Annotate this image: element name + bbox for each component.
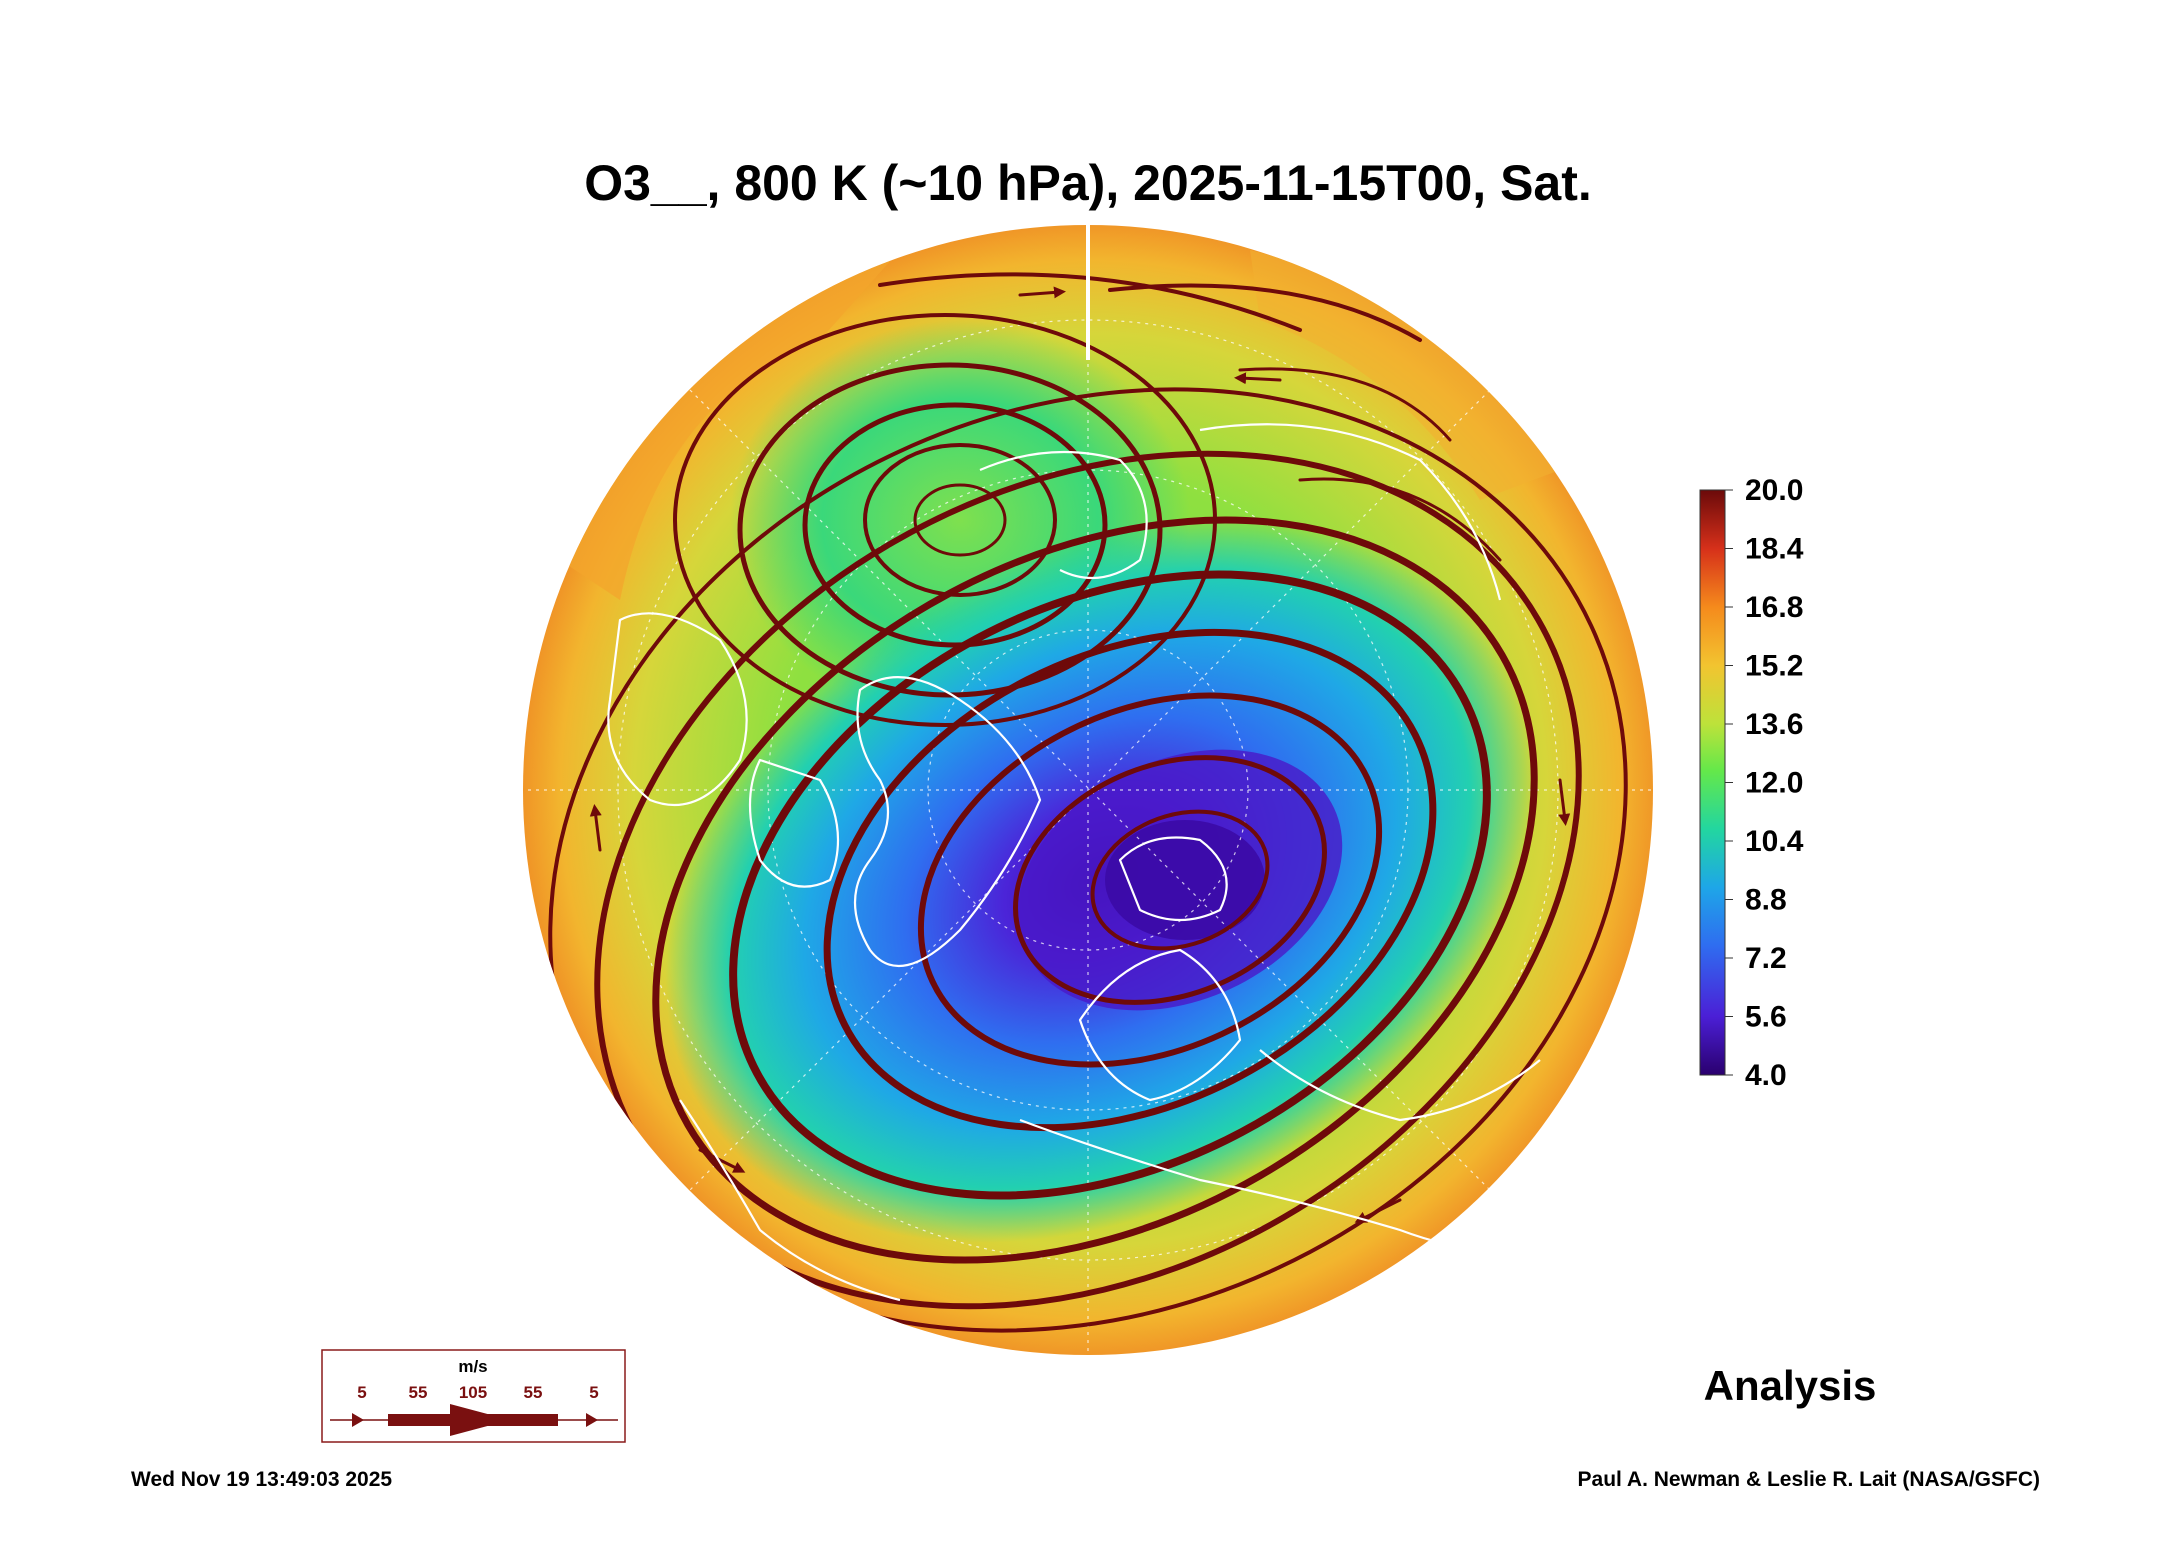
russia-coast (1259, 1049, 1541, 1122)
coastlines (607, 423, 1541, 1302)
colorbar-tick-label: 4.0 (1745, 1059, 1787, 1092)
analysis-label: Analysis (1704, 1362, 1877, 1409)
svalbard-coast (1118, 836, 1228, 922)
colorbar-gradient (1699, 489, 1726, 1076)
colorbar-tick-label: 15.2 (1745, 650, 1803, 683)
scandinavia-coast (1078, 948, 1242, 1102)
alaska-siberia-coast (979, 450, 1148, 580)
polar-map (523, 222, 1653, 1355)
colorbar-tick-label: 7.2 (1745, 942, 1787, 975)
vector-legend-label: 5 (357, 1383, 366, 1402)
vector-legend: m/s 5 55 105 55 5 (321, 1349, 626, 1443)
greenland-coast (854, 676, 1042, 967)
colorbar: 20.0 18.4 16.8 15.2 13.6 12.0 10.4 8.8 7.2 5.6 4.0 (1699, 474, 1804, 1092)
east-siberia-coast (1199, 423, 1502, 601)
vector-legend-label: 105 (459, 1383, 487, 1402)
vector-legend-label: 5 (589, 1383, 598, 1402)
colorbar-tick-label: 20.0 (1745, 474, 1803, 507)
colorbar-tick-label: 8.8 (1745, 884, 1787, 917)
vector-legend-label: 55 (524, 1383, 543, 1402)
colorbar-tick-label: 18.4 (1745, 533, 1804, 566)
colorbar-tick-label: 10.4 (1745, 825, 1804, 858)
colorbar-ticks: 20.0 18.4 16.8 15.2 13.6 12.0 10.4 8.8 7.2 5.6 4.0 (1725, 474, 1804, 1092)
vector-legend-labels: 5 55 105 55 5 (357, 1383, 598, 1402)
atlantic-coast (679, 1099, 901, 1302)
timestamp: Wed Nov 19 13:49:03 2025 (131, 1468, 392, 1491)
colorbar-tick-label: 5.6 (1745, 1001, 1787, 1034)
wind-streamlines (548, 272, 1628, 1333)
vector-legend-label: 55 (409, 1383, 428, 1402)
colorbar-tick-label: 13.6 (1745, 708, 1803, 741)
colorbar-tick-label: 12.0 (1745, 767, 1803, 800)
north-america-coast (607, 612, 748, 807)
credit: Paul A. Newman & Leslie R. Lait (NASA/GS… (1578, 1468, 2040, 1491)
map-title: O3__, 800 K (~10 hPa), 2025-11-15T00, Sa… (584, 155, 1592, 211)
vector-legend-unit: m/s (458, 1357, 487, 1376)
canadian-archipelago (748, 758, 840, 888)
colorbar-tick-label: 16.8 (1745, 591, 1803, 624)
